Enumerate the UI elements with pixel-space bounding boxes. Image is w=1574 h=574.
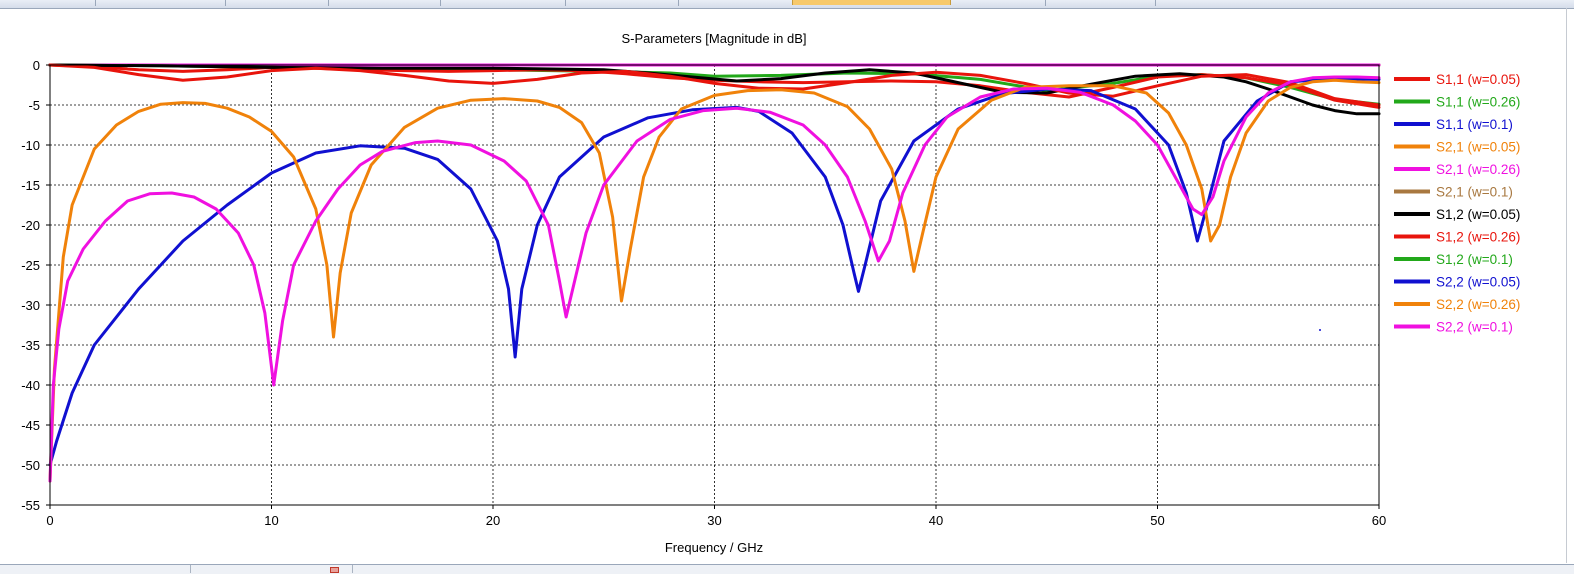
y-tick-label: -25 (21, 258, 40, 273)
window-tab-strip (0, 0, 1574, 9)
tab-active[interactable] (792, 0, 951, 5)
legend-label: S2,1 (w=0.26) (1436, 162, 1520, 177)
legend-label: S2,1 (w=0.1) (1436, 185, 1513, 200)
tab-divider (95, 0, 96, 6)
axes: 0 10 20 30 40 50 60 0 -5 -10 -15 -20 -25 -30 -35 -40 -45… (21, 58, 1386, 528)
y-tick-label: 0 (33, 58, 40, 73)
x-tick-label: 60 (1372, 513, 1386, 528)
legend-label: S1,2 (w=0.1) (1436, 252, 1513, 267)
legend-label: S1,1 (w=0.1) (1436, 117, 1513, 132)
series-line (48, 78, 1381, 483)
tab-divider (565, 0, 566, 6)
y-tick-label: -20 (21, 218, 40, 233)
series-line (48, 75, 1381, 483)
chart-title: S-Parameters [Magnitude in dB] (622, 31, 807, 46)
bottom-tab-divider (352, 565, 353, 573)
x-tick-label: 20 (486, 513, 500, 528)
legend-label: S2,2 (w=0.1) (1436, 320, 1513, 335)
legend-label: S2,2 (w=0.05) (1436, 275, 1520, 290)
x-tick-label: 10 (264, 513, 278, 528)
series-line (48, 63, 1381, 107)
x-tick-label: 0 (46, 513, 53, 528)
y-tick-label: -5 (28, 98, 40, 113)
legend-label: S2,1 (w=0.05) (1436, 140, 1520, 155)
series-line (48, 63, 1381, 116)
y-tick-label: -55 (21, 498, 40, 513)
x-tick-label: 30 (707, 513, 721, 528)
legend-label: S1,2 (w=0.05) (1436, 207, 1520, 222)
stray-mark (1319, 329, 1321, 331)
y-tick-label: -10 (21, 138, 40, 153)
y-tick-label: -30 (21, 298, 40, 313)
legend-label: S1,2 (w=0.26) (1436, 230, 1520, 245)
legend-label: S1,1 (w=0.05) (1436, 72, 1520, 87)
bottom-tab-divider (190, 565, 191, 573)
y-tick-label: -45 (21, 418, 40, 433)
x-tick-label: 50 (1150, 513, 1164, 528)
window-border (1566, 8, 1567, 563)
y-tick-label: -50 (21, 458, 40, 473)
tab-divider (1045, 0, 1046, 6)
x-axis-label: Frequency / GHz (665, 540, 763, 555)
x-tick-label: 40 (929, 513, 943, 528)
y-tick-label: -40 (21, 378, 40, 393)
legend[interactable]: S1,1 (w=0.05) S1,1 (w=0.26) S1,1 (w=0.1) S2… (1394, 72, 1520, 335)
tab-divider (678, 0, 679, 6)
tab-divider (440, 0, 441, 6)
tab-divider (328, 0, 329, 6)
bottom-tab-strip (0, 564, 1574, 574)
tab-divider (1155, 0, 1156, 6)
legend-label: S2,2 (w=0.26) (1436, 297, 1520, 312)
close-icon[interactable] (330, 567, 339, 573)
legend-label: S1,1 (w=0.26) (1436, 95, 1520, 110)
y-tick-label: -15 (21, 178, 40, 193)
grid (50, 65, 1379, 505)
tab-divider (225, 0, 226, 6)
y-tick-label: -35 (21, 338, 40, 353)
